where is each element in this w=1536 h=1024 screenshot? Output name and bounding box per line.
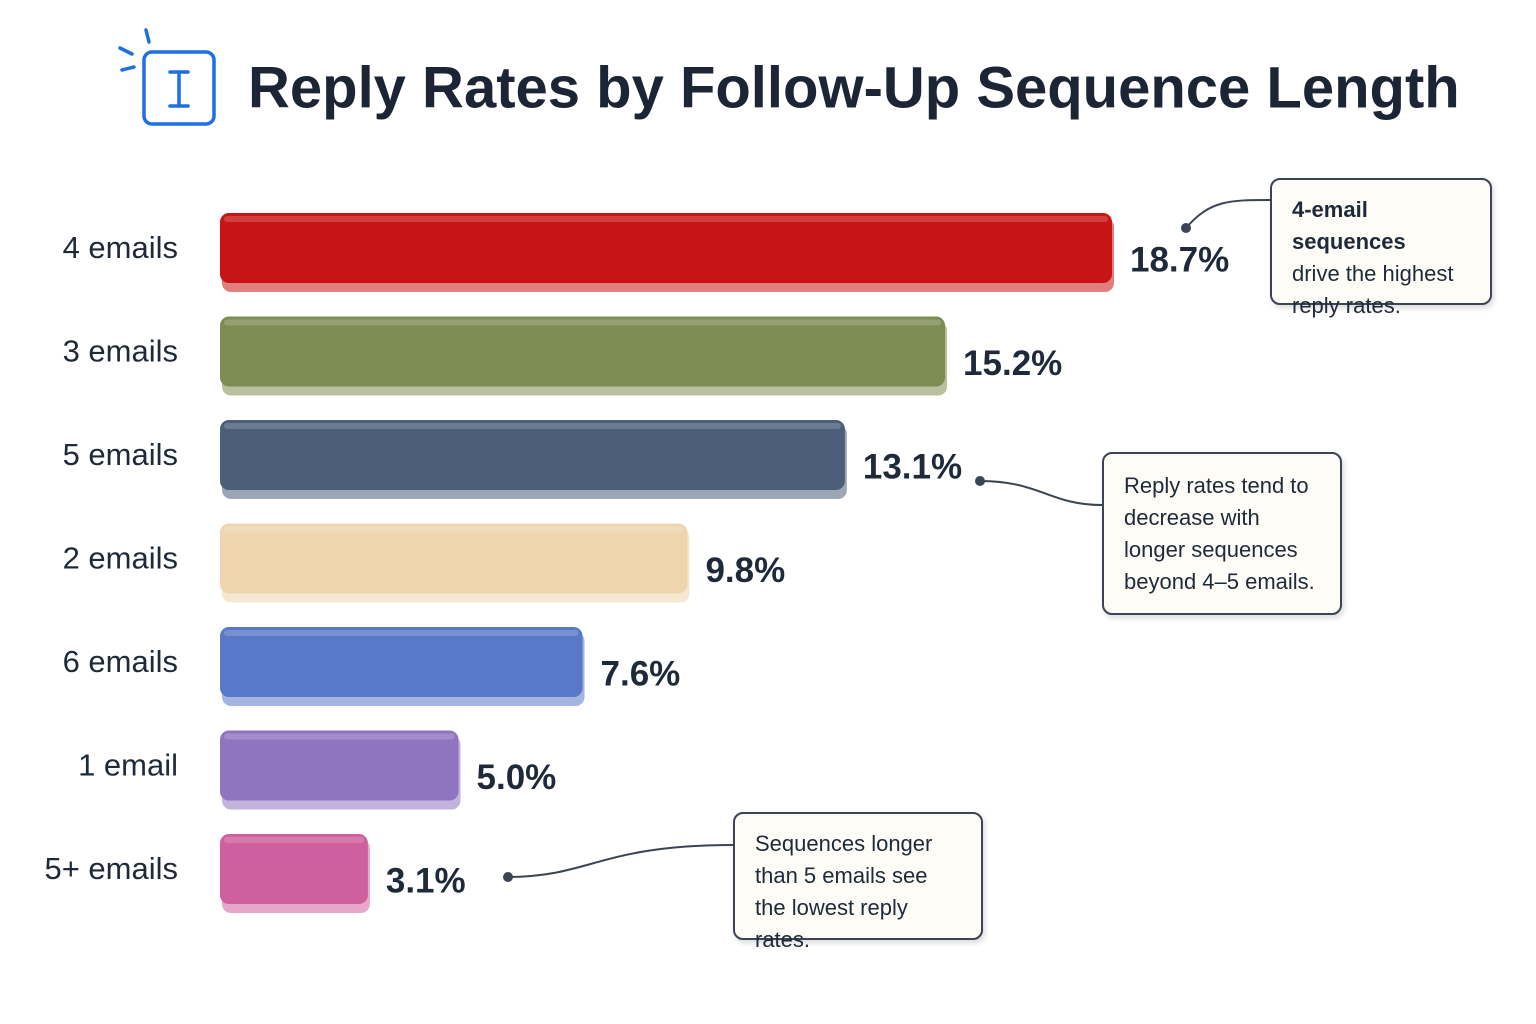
y-tick-label: 1 email — [78, 748, 178, 783]
bar-highlight — [224, 630, 579, 636]
chart-title: Reply Rates by Follow-Up Sequence Length — [248, 55, 1460, 120]
bar — [220, 420, 845, 490]
annotation-title: 4-email sequences — [1292, 197, 1406, 254]
bar — [220, 627, 583, 697]
annotation: Reply rates tend to decrease with longer… — [1102, 452, 1342, 615]
y-tick-label: 5 emails — [63, 437, 178, 472]
y-tick-label: 2 emails — [63, 541, 178, 576]
value-label: 15.2% — [963, 344, 1062, 383]
y-tick-label: 6 emails — [63, 644, 178, 679]
bar — [220, 523, 688, 594]
bar — [220, 213, 1112, 283]
title-icon — [118, 28, 216, 126]
connector-dots — [503, 223, 1191, 882]
bar-highlight — [224, 216, 1108, 222]
annotation-text: Reply rates tend to decrease with longer… — [1124, 473, 1315, 594]
bar — [220, 730, 459, 801]
annotation: 4-email sequences drive the highest reply… — [1270, 178, 1492, 318]
connectors — [507, 199, 1271, 878]
annotation-text: drive the highest reply rates. — [1292, 261, 1454, 318]
value-label: 13.1% — [863, 447, 962, 486]
bar-highlight — [224, 837, 364, 843]
y-tick-label: 5+ emails — [44, 851, 178, 886]
bar-highlight — [224, 733, 455, 740]
bar-highlight — [224, 423, 841, 429]
bar-highlight — [224, 526, 684, 533]
y-tick-label: 4 emails — [63, 230, 178, 265]
value-label: 18.7% — [1130, 240, 1229, 279]
value-label: 7.6% — [601, 654, 681, 693]
annotation-text: Sequences longer than 5 emails see the l… — [755, 831, 933, 952]
bar — [220, 834, 368, 904]
bar — [220, 316, 946, 387]
value-label: 3.1% — [386, 861, 466, 900]
annotation: Sequences longer than 5 emails see the l… — [733, 812, 983, 952]
bar-highlight — [224, 319, 942, 326]
y-tick-label: 3 emails — [63, 334, 178, 369]
value-label: 5.0% — [477, 758, 557, 797]
value-label: 9.8% — [705, 551, 785, 590]
